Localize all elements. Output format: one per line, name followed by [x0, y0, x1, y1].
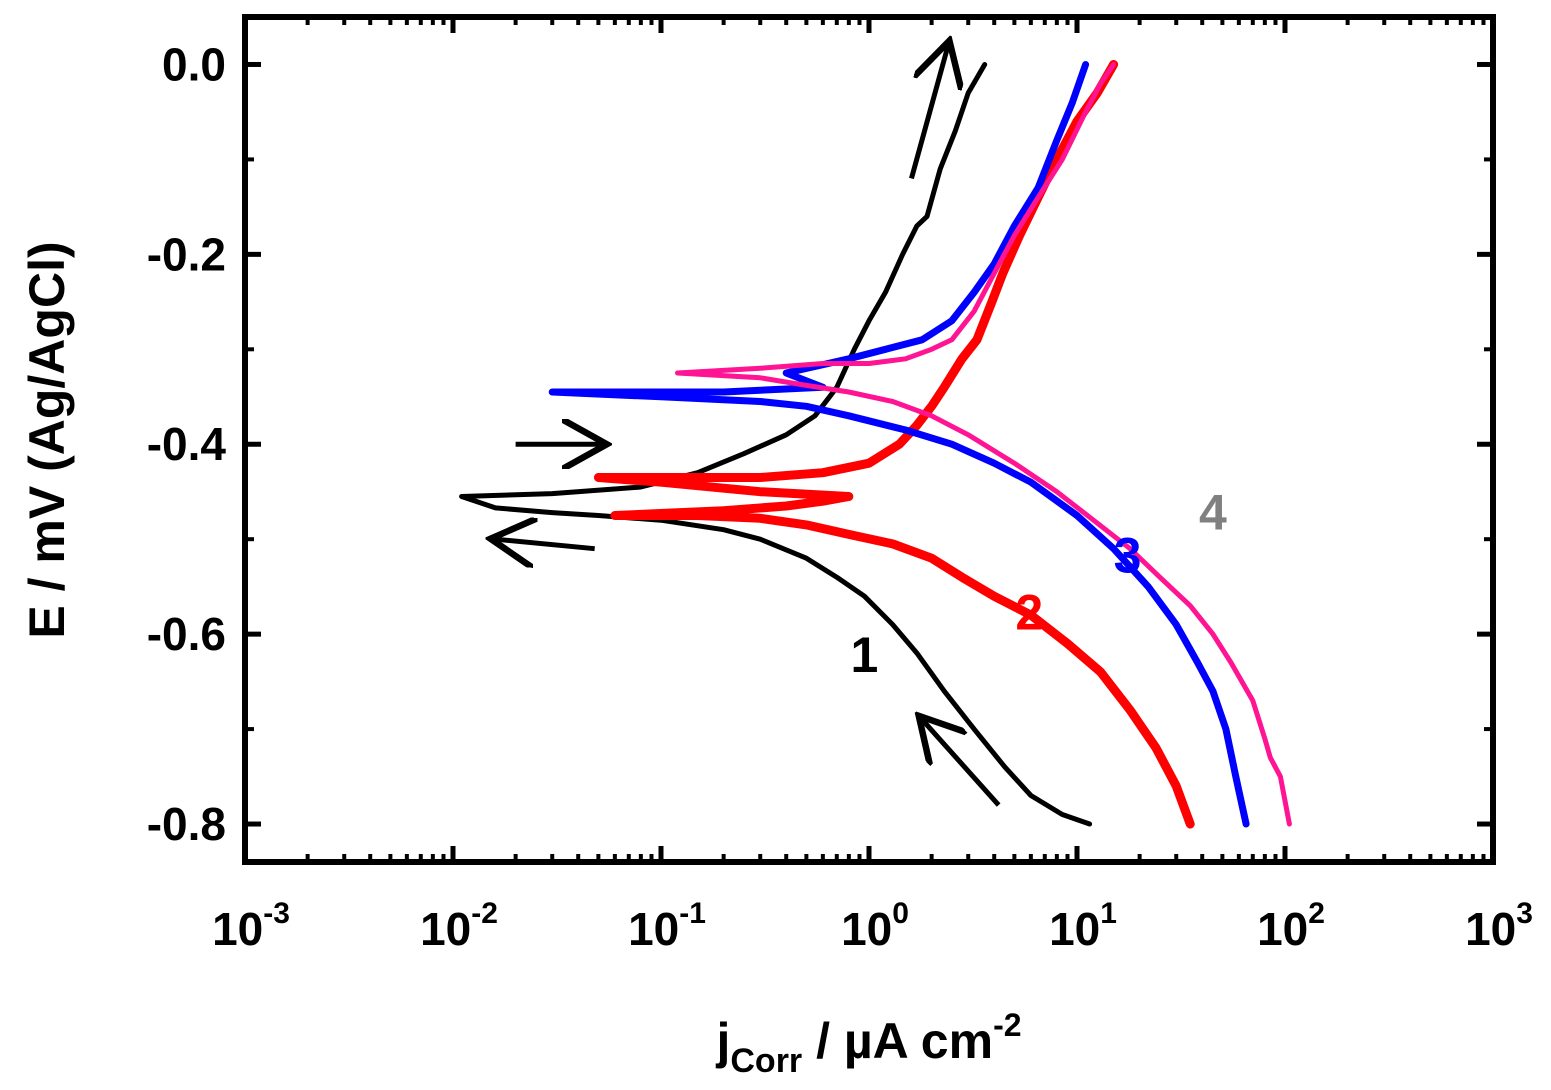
tick-layer: [242, 17, 1496, 862]
curve-label-3: 3: [1114, 527, 1142, 583]
series-line-4: [675, 62, 1292, 827]
x-tick-label: 102: [1257, 897, 1325, 955]
curve-label-4: 4: [1199, 485, 1227, 541]
series-line-1: [459, 62, 1093, 827]
x-axis-title-main: j: [715, 1013, 730, 1069]
y-tick-label: -0.8: [147, 798, 226, 850]
series-layer: [459, 60, 1292, 829]
x-axis-title-sub: Corr: [730, 1042, 802, 1080]
y-tick-label: -0.6: [147, 608, 226, 660]
series-line-3: [548, 61, 1250, 828]
curve-labels: 1 2 3 4: [850, 485, 1227, 683]
y-axis-title: E / mV (Ag/AgCl): [19, 241, 75, 638]
scan-direction-arrow: [495, 539, 595, 548]
y-tick-label: -0.4: [147, 418, 227, 470]
x-tick-label: 10-3: [212, 897, 290, 955]
series-line-2: [593, 60, 1195, 829]
x-axis-title-rest: / µA cm: [802, 1013, 993, 1069]
curve-label-1: 1: [850, 627, 878, 683]
x-tick-label: 103: [1465, 897, 1533, 955]
curve-label-2: 2: [1015, 584, 1043, 640]
plot-frame: [242, 14, 1496, 865]
x-axis-title: jCorr / µA cm-2: [715, 1007, 1021, 1080]
x-tick-label: 10-1: [628, 897, 706, 955]
x-tick-label: 10-2: [420, 897, 498, 955]
arrow-layer: [495, 45, 1001, 807]
y-tick-label: -0.2: [147, 228, 226, 280]
scan-direction-arrow: [922, 720, 1001, 807]
x-axis-title-sup: -2: [993, 1007, 1021, 1043]
x-tick-label: 101: [1049, 897, 1117, 955]
x-tick-label: 100: [841, 897, 909, 955]
scan-direction-arrow: [909, 45, 948, 180]
y-tick-label: 0.0: [162, 38, 226, 90]
x-tick-labels: 10-3 10-2 10-1 100 101 102 103: [212, 897, 1533, 955]
y-tick-labels: 0.0 -0.2 -0.4 -0.6 -0.8: [147, 38, 227, 850]
